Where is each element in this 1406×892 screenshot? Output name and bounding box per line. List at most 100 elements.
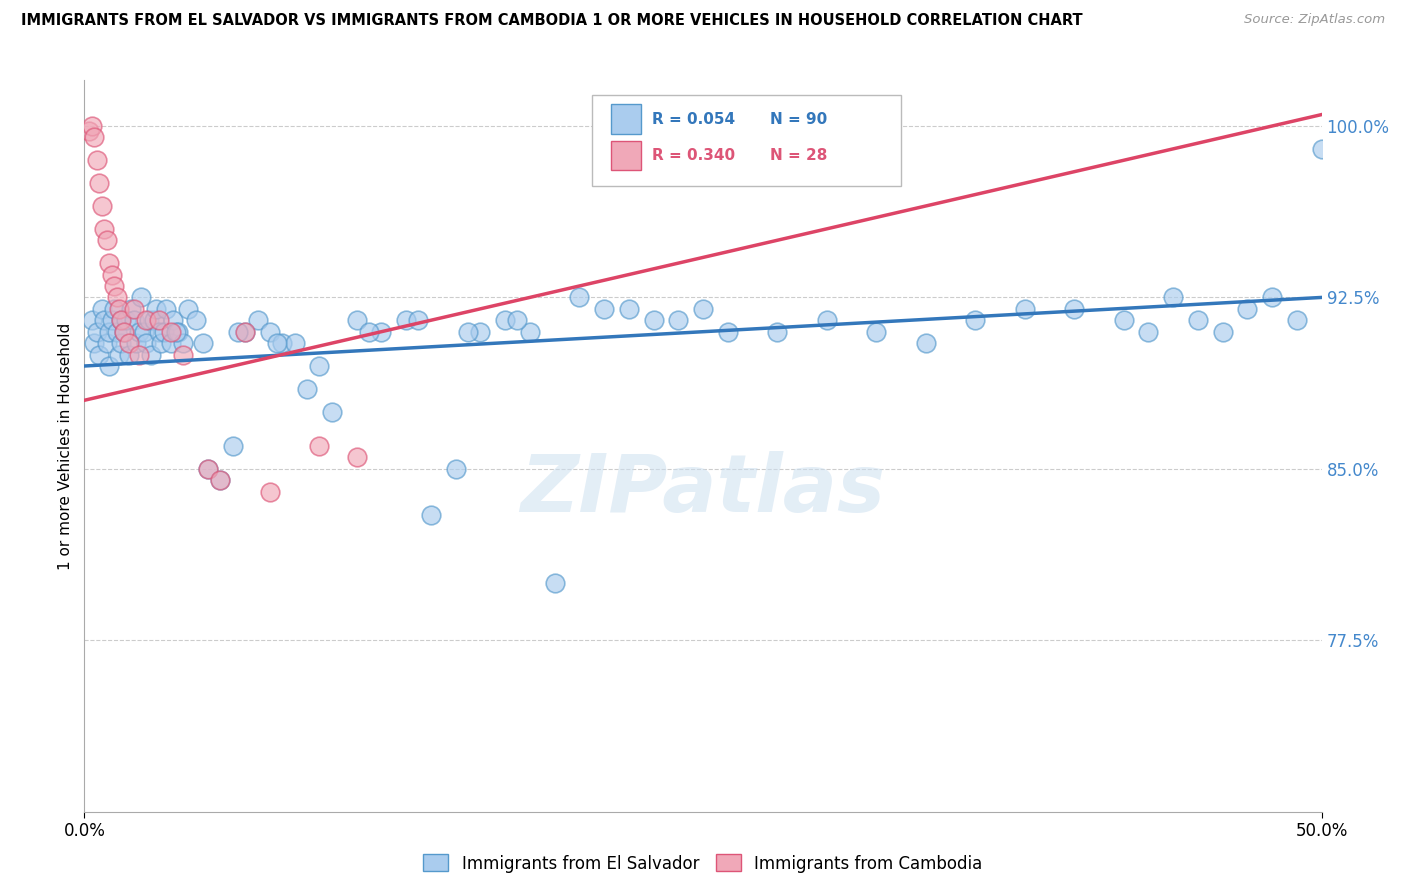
Point: [148, 313, 170, 327]
Point: [177, 301, 200, 316]
Point: [321, 405, 343, 419]
Point: [90, 199, 112, 213]
Point: [138, 313, 160, 327]
Point: [357, 325, 380, 339]
Point: [226, 325, 249, 339]
Point: [110, 313, 132, 327]
Point: [271, 336, 294, 351]
Point: [172, 347, 194, 362]
Point: [125, 336, 148, 351]
Point: [96, 233, 118, 247]
Point: [346, 450, 368, 465]
Point: [172, 336, 194, 351]
Point: [128, 325, 150, 339]
Point: [105, 325, 128, 339]
Point: [1187, 313, 1209, 327]
Point: [128, 347, 150, 362]
Point: [103, 301, 125, 316]
Point: [457, 325, 479, 339]
Text: R = 0.340: R = 0.340: [652, 148, 735, 163]
Point: [108, 301, 131, 316]
Point: [965, 313, 987, 327]
Point: [233, 325, 256, 339]
FancyBboxPatch shape: [592, 95, 901, 186]
Point: [543, 576, 565, 591]
Point: [103, 279, 125, 293]
Point: [408, 313, 430, 327]
Point: [259, 325, 281, 339]
Point: [167, 325, 190, 339]
Point: [100, 268, 122, 282]
Point: [120, 301, 142, 316]
Point: [419, 508, 441, 522]
Point: [83, 130, 105, 145]
Point: [568, 290, 591, 304]
Point: [1063, 301, 1085, 316]
Point: [766, 325, 789, 339]
Point: [692, 301, 714, 316]
Text: R = 0.054: R = 0.054: [652, 112, 735, 127]
Point: [80, 119, 103, 133]
Point: [444, 462, 467, 476]
Point: [115, 313, 138, 327]
Point: [284, 336, 307, 351]
Point: [148, 325, 170, 339]
Point: [96, 336, 118, 351]
Point: [643, 313, 665, 327]
Point: [150, 336, 173, 351]
Point: [266, 336, 288, 351]
Point: [259, 484, 281, 499]
Point: [132, 325, 155, 339]
Point: [617, 301, 640, 316]
Point: [346, 313, 368, 327]
Point: [129, 290, 152, 304]
Point: [666, 313, 689, 327]
FancyBboxPatch shape: [612, 104, 641, 134]
Text: N = 90: N = 90: [770, 112, 827, 127]
Text: ZIPatlas: ZIPatlas: [520, 450, 886, 529]
Point: [914, 336, 936, 351]
Point: [197, 462, 219, 476]
Point: [1112, 313, 1135, 327]
Point: [1310, 142, 1333, 156]
Point: [197, 462, 219, 476]
Point: [118, 336, 141, 351]
Point: [98, 325, 121, 339]
Point: [519, 325, 541, 339]
Point: [1161, 290, 1184, 304]
Point: [152, 325, 174, 339]
Point: [122, 313, 145, 327]
Point: [233, 325, 256, 339]
Point: [98, 256, 121, 270]
Point: [1236, 301, 1258, 316]
Point: [308, 359, 330, 373]
Point: [108, 347, 131, 362]
Point: [1261, 290, 1284, 304]
Point: [110, 336, 132, 351]
Point: [105, 290, 128, 304]
Point: [93, 222, 115, 236]
Point: [815, 313, 838, 327]
Point: [184, 313, 207, 327]
Point: [1137, 325, 1160, 339]
FancyBboxPatch shape: [612, 141, 641, 170]
Point: [222, 439, 245, 453]
Point: [209, 473, 232, 487]
Point: [79, 123, 101, 137]
Text: Source: ZipAtlas.com: Source: ZipAtlas.com: [1244, 13, 1385, 27]
Point: [89, 176, 111, 190]
Point: [494, 313, 516, 327]
Point: [1285, 313, 1308, 327]
Text: IMMIGRANTS FROM EL SALVADOR VS IMMIGRANTS FROM CAMBODIA 1 OR MORE VEHICLES IN HO: IMMIGRANTS FROM EL SALVADOR VS IMMIGRANT…: [21, 13, 1083, 29]
Point: [209, 473, 232, 487]
Point: [80, 313, 103, 327]
Point: [1212, 325, 1234, 339]
Point: [593, 301, 616, 316]
Point: [93, 313, 115, 327]
Point: [470, 325, 492, 339]
Point: [135, 336, 157, 351]
Point: [506, 313, 529, 327]
Point: [141, 347, 163, 362]
Point: [83, 336, 105, 351]
Point: [160, 325, 183, 339]
